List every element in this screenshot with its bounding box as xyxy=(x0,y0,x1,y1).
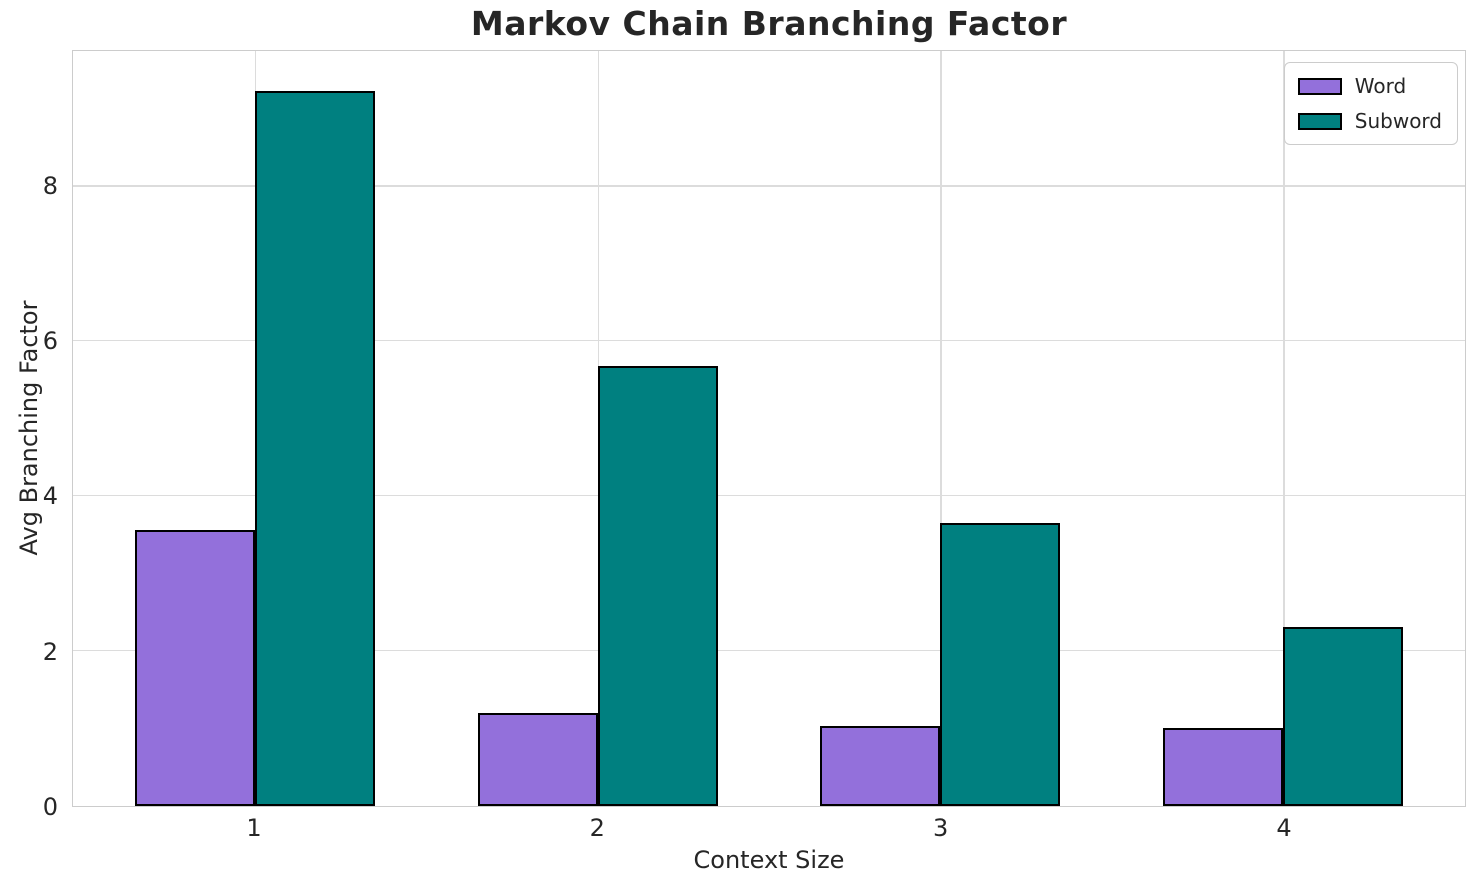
bar-word-1 xyxy=(134,529,255,806)
x-tick-3: 3 xyxy=(933,814,949,842)
gridline-x-4 xyxy=(1283,51,1285,806)
bar-word-4 xyxy=(1163,727,1284,806)
bar-subword-3 xyxy=(940,522,1061,806)
subword-legend-swatch xyxy=(1297,112,1342,130)
y-tick-6: 6 xyxy=(42,327,58,356)
gridline-y-6 xyxy=(73,339,1465,342)
x-axis-label: Context Size xyxy=(693,846,845,874)
legend: Word Subword xyxy=(1283,62,1458,145)
legend-item-subword: Subword xyxy=(1297,109,1442,133)
x-tick-2: 2 xyxy=(589,814,605,842)
x-tick-4: 4 xyxy=(1276,814,1292,842)
bar-subword-2 xyxy=(597,366,718,806)
gridline-x-3 xyxy=(940,51,942,806)
bar-subword-4 xyxy=(1283,627,1404,806)
word-legend-swatch xyxy=(1297,77,1342,95)
bar-word-2 xyxy=(477,713,598,806)
word-legend-label: Word xyxy=(1354,74,1407,98)
y-tick-4: 4 xyxy=(42,482,58,511)
x-tick-1: 1 xyxy=(246,814,262,842)
plot-area: Word Subword xyxy=(72,50,1466,807)
bar-subword-1 xyxy=(254,90,375,806)
gridline-y-8 xyxy=(73,185,1465,187)
legend-item-word: Word xyxy=(1297,74,1442,98)
gridline-y-2 xyxy=(73,649,1465,652)
bar-word-3 xyxy=(820,726,941,806)
y-tick-8: 8 xyxy=(42,171,58,200)
subword-legend-label: Subword xyxy=(1354,109,1442,133)
chart-title: Markov Chain Branching Factor xyxy=(470,4,1068,43)
y-tick-0: 0 xyxy=(42,793,58,821)
gridline-y-4 xyxy=(73,494,1465,497)
y-tick-2: 2 xyxy=(42,637,58,666)
